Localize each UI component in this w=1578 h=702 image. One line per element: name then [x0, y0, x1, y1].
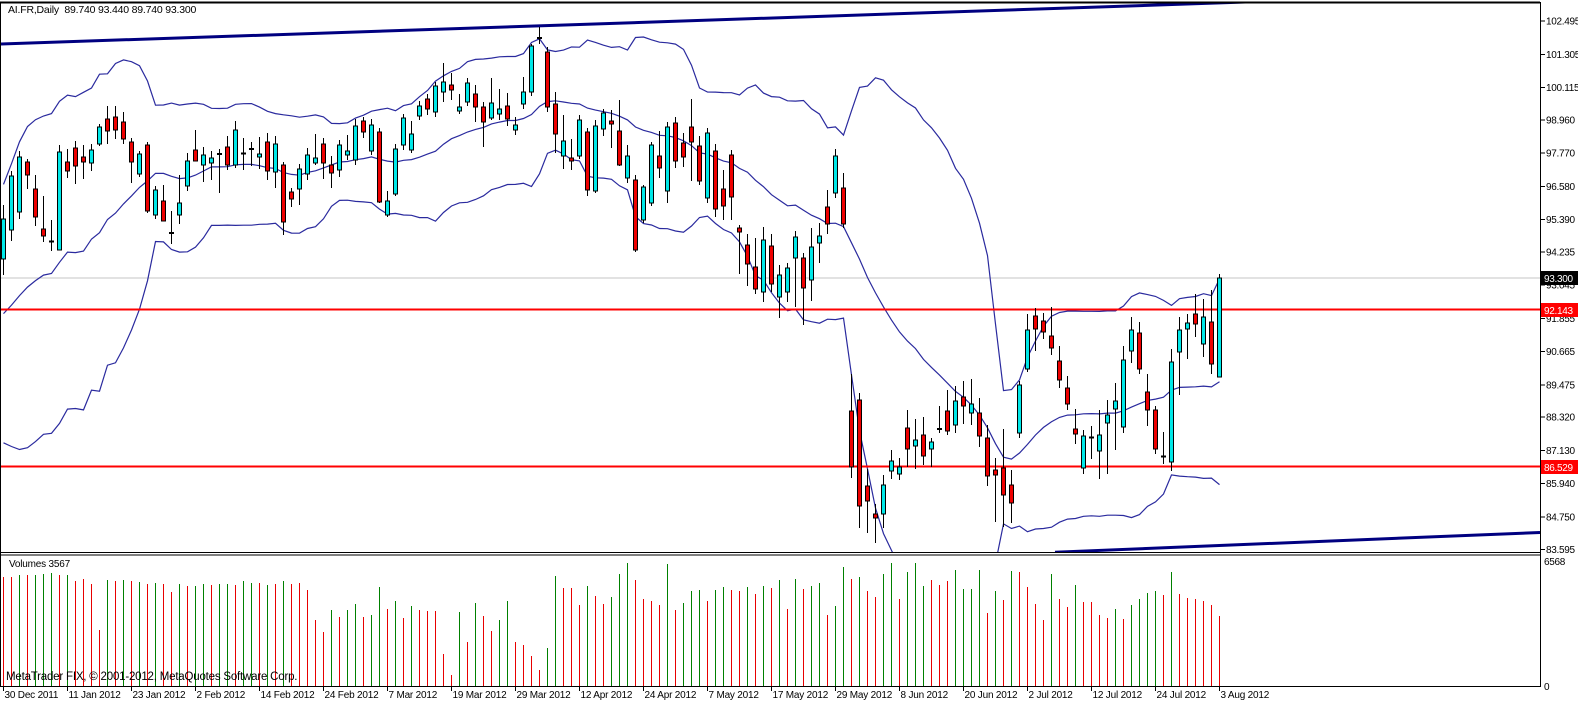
svg-text:0: 0	[1544, 682, 1550, 693]
svg-text:AI.FR,Daily 89.740 93.440 89.: AI.FR,Daily 89.740 93.440 89.740 93.300	[8, 4, 196, 16]
svg-text:87.130: 87.130	[1546, 446, 1576, 457]
svg-text:6568: 6568	[1544, 557, 1566, 568]
svg-text:30 Dec 2011: 30 Dec 2011	[5, 690, 59, 701]
svg-text:102.495: 102.495	[1546, 17, 1578, 28]
svg-text:86.529: 86.529	[1544, 463, 1574, 474]
svg-text:98.960: 98.960	[1546, 115, 1576, 126]
svg-text:100.115: 100.115	[1546, 83, 1578, 94]
svg-text:90.665: 90.665	[1546, 347, 1576, 358]
svg-text:2 Jul 2012: 2 Jul 2012	[1029, 690, 1074, 701]
svg-text:Volumes 3567: Volumes 3567	[9, 559, 71, 570]
svg-text:91.855: 91.855	[1546, 314, 1576, 325]
svg-text:2 Feb 2012: 2 Feb 2012	[197, 690, 246, 701]
svg-text:17 May 2012: 17 May 2012	[773, 690, 829, 701]
svg-text:97.770: 97.770	[1546, 149, 1576, 160]
svg-text:19 Mar 2012: 19 Mar 2012	[453, 690, 508, 701]
svg-text:20 Jun 2012: 20 Jun 2012	[965, 690, 1018, 701]
svg-text:85.940: 85.940	[1546, 479, 1576, 490]
svg-text:24 Jul 2012: 24 Jul 2012	[1157, 690, 1207, 701]
svg-text:92.143: 92.143	[1544, 306, 1574, 317]
svg-text:93.045: 93.045	[1546, 281, 1576, 292]
svg-text:14 Feb 2012: 14 Feb 2012	[261, 690, 316, 701]
svg-text:29 Mar 2012: 29 Mar 2012	[517, 690, 572, 701]
svg-text:23 Jan 2012: 23 Jan 2012	[133, 690, 186, 701]
svg-text:11 Jan 2012: 11 Jan 2012	[69, 690, 122, 701]
svg-text:24 Feb 2012: 24 Feb 2012	[325, 690, 380, 701]
svg-text:7 Mar 2012: 7 Mar 2012	[389, 690, 438, 701]
svg-text:8 Jun 2012: 8 Jun 2012	[901, 690, 949, 701]
svg-text:12 Apr 2012: 12 Apr 2012	[581, 690, 633, 701]
svg-text:84.750: 84.750	[1546, 513, 1576, 524]
svg-text:29 May 2012: 29 May 2012	[837, 690, 893, 701]
svg-text:3 Aug 2012: 3 Aug 2012	[1221, 690, 1270, 701]
svg-text:95.390: 95.390	[1546, 215, 1576, 226]
svg-text:101.305: 101.305	[1546, 50, 1578, 61]
svg-text:24 Apr 2012: 24 Apr 2012	[645, 690, 697, 701]
svg-text:88.320: 88.320	[1546, 413, 1576, 424]
svg-text:MetaTrader FIX, © 2001-2012, M: MetaTrader FIX, © 2001-2012, MetaQuotes …	[6, 671, 297, 683]
svg-text:96.580: 96.580	[1546, 182, 1576, 193]
svg-text:93.300: 93.300	[1544, 274, 1574, 285]
svg-text:94.235: 94.235	[1546, 247, 1576, 258]
svg-text:89.475: 89.475	[1546, 380, 1576, 391]
svg-text:12 Jul 2012: 12 Jul 2012	[1093, 690, 1143, 701]
svg-text:7 May 2012: 7 May 2012	[709, 690, 760, 701]
svg-text:83.595: 83.595	[1546, 545, 1576, 556]
